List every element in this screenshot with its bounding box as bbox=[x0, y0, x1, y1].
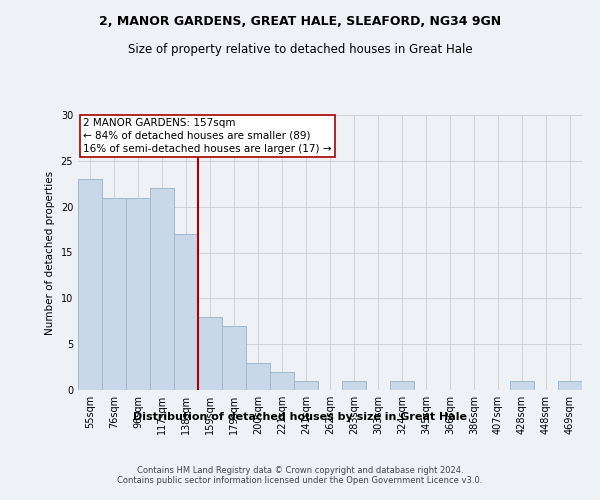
Bar bbox=[246, 362, 270, 390]
Bar bbox=[126, 198, 150, 390]
Bar bbox=[198, 316, 222, 390]
Bar bbox=[342, 381, 366, 390]
Text: Distribution of detached houses by size in Great Hale: Distribution of detached houses by size … bbox=[133, 412, 467, 422]
Bar bbox=[270, 372, 294, 390]
Bar bbox=[102, 198, 126, 390]
Y-axis label: Number of detached properties: Number of detached properties bbox=[45, 170, 55, 334]
Bar bbox=[222, 326, 246, 390]
Text: Size of property relative to detached houses in Great Hale: Size of property relative to detached ho… bbox=[128, 42, 472, 56]
Bar bbox=[150, 188, 174, 390]
Text: 2 MANOR GARDENS: 157sqm
← 84% of detached houses are smaller (89)
16% of semi-de: 2 MANOR GARDENS: 157sqm ← 84% of detache… bbox=[83, 118, 332, 154]
Text: 2, MANOR GARDENS, GREAT HALE, SLEAFORD, NG34 9GN: 2, MANOR GARDENS, GREAT HALE, SLEAFORD, … bbox=[99, 15, 501, 28]
Bar bbox=[78, 179, 102, 390]
Text: Contains HM Land Registry data © Crown copyright and database right 2024.
Contai: Contains HM Land Registry data © Crown c… bbox=[118, 466, 482, 485]
Bar bbox=[510, 381, 534, 390]
Bar bbox=[558, 381, 582, 390]
Bar bbox=[294, 381, 318, 390]
Bar bbox=[390, 381, 414, 390]
Bar bbox=[174, 234, 198, 390]
